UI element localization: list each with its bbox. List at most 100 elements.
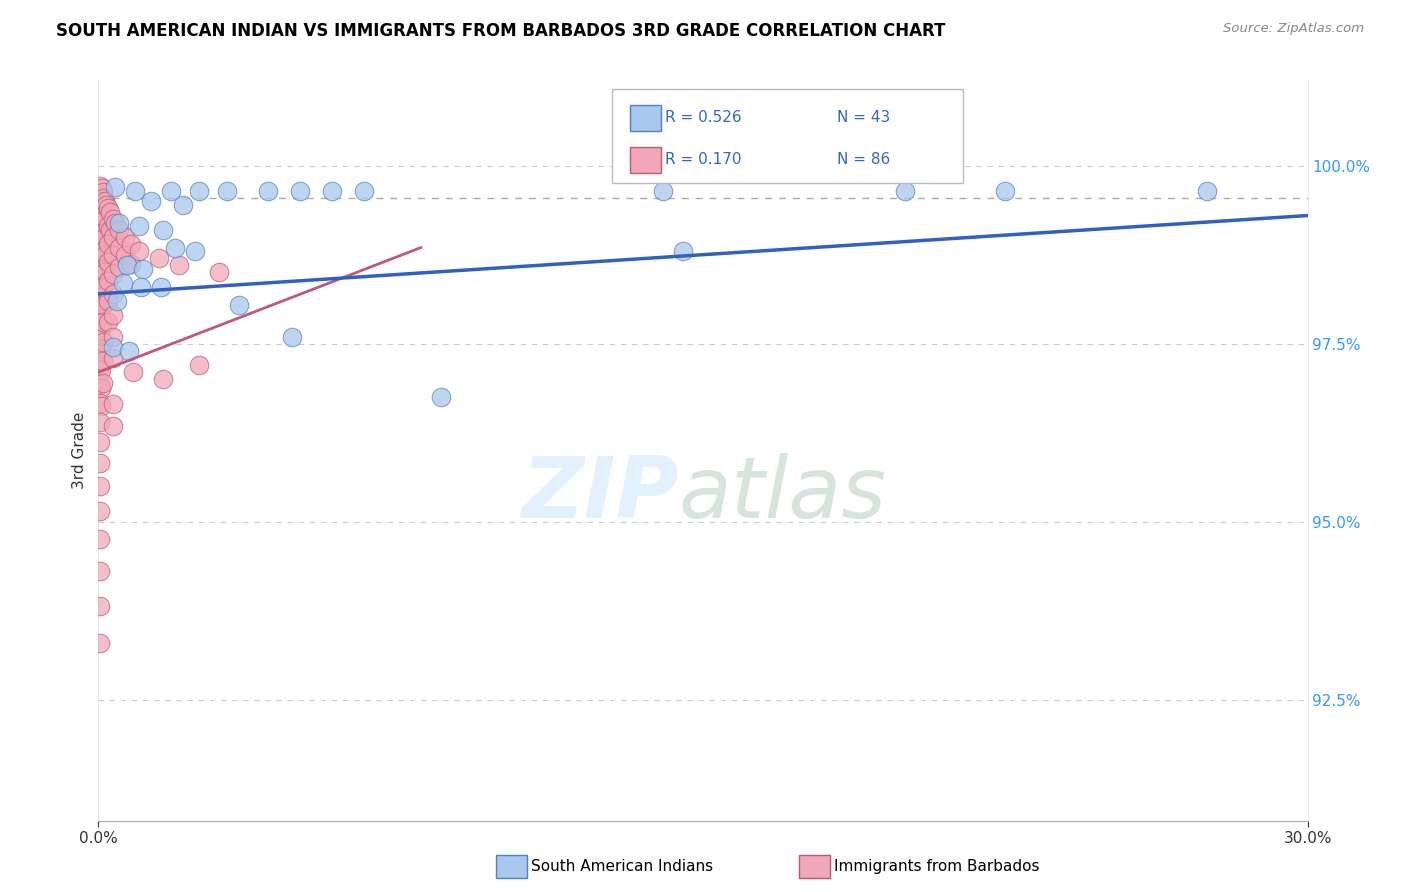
Point [89, 274, 111, 288]
Point [353, 184, 375, 198]
Point [124, 184, 146, 198]
Point [152, 223, 174, 237]
Point [97, 237, 120, 252]
Point [89, 504, 111, 518]
Point [163, 241, 186, 255]
Point [128, 219, 150, 234]
Point [91, 354, 114, 368]
Point [121, 365, 143, 379]
Text: Immigrants from Barbados: Immigrants from Barbados [834, 859, 1039, 873]
Point [114, 230, 136, 244]
Point [89, 359, 111, 374]
Point [101, 267, 124, 281]
Point [256, 184, 278, 198]
Point [91, 315, 114, 329]
Point [91, 376, 114, 390]
Point [96, 198, 118, 212]
Point [184, 244, 207, 259]
Point [228, 297, 250, 311]
Point [281, 329, 304, 343]
Point [172, 198, 194, 212]
Point [91, 250, 114, 264]
Point [98, 205, 121, 219]
Point [107, 241, 129, 255]
Point [89, 243, 111, 257]
Point [120, 237, 142, 252]
Point [89, 434, 111, 449]
Point [91, 297, 114, 311]
Point [217, 184, 239, 198]
Point [101, 308, 124, 322]
Point [101, 397, 124, 411]
Point [97, 274, 120, 288]
Point [115, 259, 138, 273]
Point [188, 358, 211, 372]
Point [90, 311, 112, 326]
Point [90, 329, 112, 343]
Text: R = 0.526: R = 0.526 [665, 110, 741, 125]
Text: ZIP: ZIP [522, 453, 679, 536]
Point [114, 248, 136, 262]
Point [101, 212, 124, 227]
Point [91, 244, 114, 259]
Point [90, 230, 112, 244]
Point [120, 257, 142, 271]
Point [132, 261, 155, 276]
Point [90, 293, 112, 308]
Point [90, 278, 112, 293]
Y-axis label: 3rd Grade: 3rd Grade [72, 412, 87, 489]
Point [107, 260, 129, 274]
Point [101, 329, 124, 343]
Point [91, 282, 114, 296]
Point [89, 479, 111, 493]
Point [90, 181, 112, 195]
Text: SOUTH AMERICAN INDIAN VS IMMIGRANTS FROM BARBADOS 3RD GRADE CORRELATION CHART: SOUTH AMERICAN INDIAN VS IMMIGRANTS FROM… [56, 22, 946, 40]
Point [139, 194, 162, 209]
Point [107, 216, 129, 230]
Point [89, 377, 111, 392]
Point [103, 180, 125, 194]
Text: N = 86: N = 86 [837, 153, 890, 168]
Point [101, 286, 124, 301]
Point [1195, 184, 1218, 198]
Point [89, 290, 111, 304]
Point [89, 396, 111, 410]
Point [89, 259, 111, 273]
Point [288, 184, 311, 198]
Point [152, 372, 174, 386]
Point [91, 218, 114, 232]
Point [90, 346, 112, 360]
Point [89, 308, 111, 322]
Point [94, 265, 117, 279]
Point [105, 293, 128, 308]
Point [101, 418, 124, 433]
Point [89, 194, 111, 209]
Point [89, 210, 111, 224]
Point [90, 246, 112, 260]
Point [994, 184, 1017, 198]
Point [91, 227, 114, 241]
Point [89, 326, 111, 340]
Point [97, 219, 120, 234]
Point [89, 565, 111, 579]
Point [321, 184, 343, 198]
Point [129, 279, 152, 293]
Text: atlas: atlas [679, 453, 887, 536]
Point [101, 340, 124, 354]
Point [90, 363, 112, 377]
Point [90, 261, 112, 276]
Point [90, 198, 112, 212]
Point [107, 223, 129, 237]
Point [101, 248, 124, 262]
Text: R = 0.170: R = 0.170 [665, 153, 741, 168]
Point [91, 279, 114, 293]
Point [167, 259, 190, 273]
Point [89, 343, 111, 357]
Point [94, 248, 117, 262]
Point [91, 261, 114, 276]
Point [91, 202, 114, 216]
Point [97, 202, 120, 216]
Point [89, 635, 111, 649]
Point [148, 252, 170, 266]
Point [89, 456, 111, 470]
